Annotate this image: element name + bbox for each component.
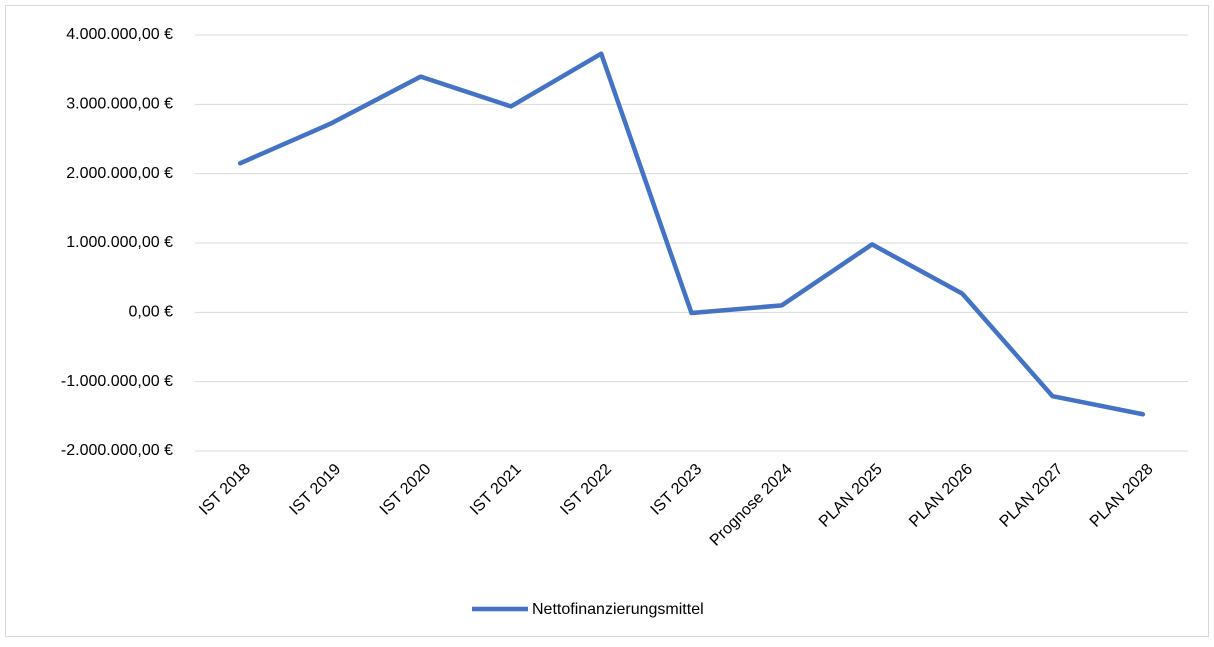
y-tick-label: 2.000.000,00 € [66, 165, 173, 182]
legend-label: Nettofinanzierungsmittel [532, 601, 704, 618]
y-tick-label: 0,00 € [129, 304, 174, 321]
y-tick-label: 1.000.000,00 € [66, 234, 173, 251]
data-line [237, 51, 1146, 417]
chart-border [5, 5, 1209, 637]
y-tick-label: -2.000.000,00 € [61, 442, 173, 459]
y-tick-label: 3.000.000,00 € [66, 96, 173, 113]
y-tick-label: -1.000.000,00 € [61, 373, 173, 390]
y-tick-label: 4.000.000,00 € [66, 26, 173, 43]
